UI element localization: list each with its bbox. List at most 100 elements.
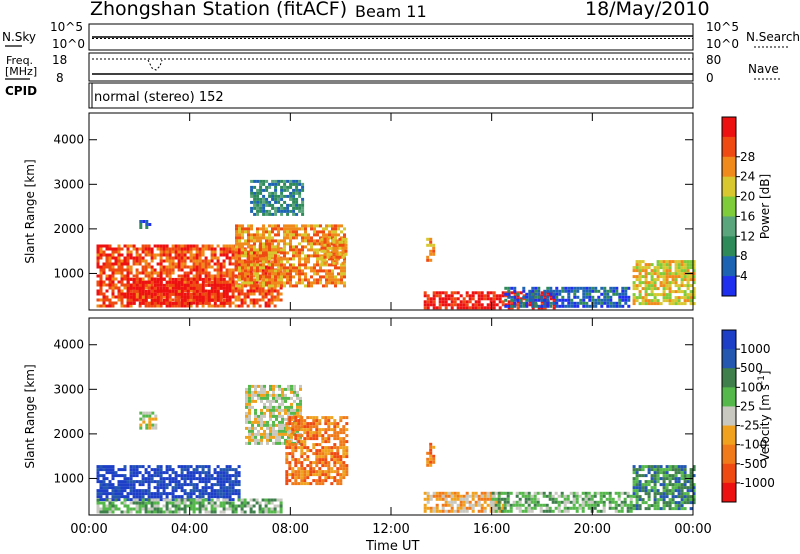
data-cell (265, 212, 269, 216)
data-cell (441, 503, 445, 507)
data-cell (665, 284, 669, 288)
data-cell (322, 269, 325, 273)
data-cell (318, 482, 322, 486)
data-cell (248, 432, 251, 436)
data-cell (275, 432, 278, 436)
data-cell (281, 387, 284, 391)
data-cell (129, 295, 133, 299)
data-cell (99, 268, 103, 272)
data-cell (326, 246, 330, 250)
data-cell (292, 263, 295, 267)
data-cell (141, 271, 145, 275)
data-cell (272, 384, 275, 388)
data-cell (310, 227, 313, 231)
data-cell (159, 280, 163, 284)
data-cell (537, 304, 541, 308)
data-cell (267, 507, 271, 511)
data-cell (248, 426, 251, 430)
data-cell (241, 275, 244, 279)
data-cell (249, 510, 253, 514)
data-cell (238, 284, 241, 288)
data-cell (123, 495, 127, 499)
data-cell (489, 291, 493, 295)
data-cell (207, 465, 211, 469)
data-cell (283, 188, 287, 192)
data-cell (96, 298, 100, 302)
data-cell (241, 242, 244, 246)
data-cell (219, 268, 223, 272)
data-cell (274, 248, 277, 252)
data-cell (216, 286, 220, 290)
data-cell (268, 257, 271, 261)
data-region (320, 237, 348, 265)
data-cell (641, 474, 645, 478)
data-cell (286, 242, 289, 246)
data-cell (272, 390, 275, 394)
data-cell (294, 476, 298, 480)
data-cell (289, 230, 292, 234)
data-cell (336, 470, 340, 474)
data-cell (608, 500, 612, 504)
data-cell (126, 289, 130, 293)
data-cell (671, 260, 675, 264)
data-cell (306, 416, 310, 420)
data-cell (674, 260, 678, 264)
data-cell (271, 278, 274, 282)
data-cell (555, 289, 559, 293)
data-cell (274, 188, 278, 192)
data-cell (247, 239, 250, 243)
data-cell (154, 417, 158, 421)
data-cell (141, 244, 145, 248)
data-cell (250, 266, 253, 270)
data-cell (192, 283, 196, 287)
data-cell (111, 486, 115, 490)
data-cell (689, 275, 693, 279)
data-cell (299, 405, 302, 409)
data-cell (671, 489, 675, 493)
data-cell (507, 295, 511, 299)
data-cell (207, 298, 211, 302)
data-cell (638, 281, 642, 285)
data-cell (674, 296, 678, 300)
data-cell (533, 491, 537, 495)
data-cell (245, 396, 248, 400)
data-cell (521, 503, 525, 507)
data-cell (144, 468, 148, 472)
data-cell (156, 301, 160, 305)
data-cell (105, 477, 109, 481)
data-cell (426, 303, 430, 307)
data-cell (334, 230, 337, 234)
data-cell (260, 441, 263, 445)
colorbar-segment (722, 349, 736, 369)
data-cell (117, 289, 121, 293)
data-cell (507, 304, 511, 308)
data-cell (153, 295, 157, 299)
data-cell (498, 294, 502, 298)
data-cell (474, 503, 478, 507)
data-cell (162, 259, 166, 263)
data-cell (183, 259, 187, 263)
data-cell (638, 302, 642, 306)
data-cell (297, 425, 301, 429)
data-cell (135, 298, 139, 302)
data-cell (483, 506, 487, 510)
data-cell (507, 289, 511, 293)
data-cell (635, 504, 639, 508)
data-cell (456, 297, 460, 301)
data-cell (138, 295, 142, 299)
data-cell (274, 200, 278, 204)
data-cell (195, 501, 199, 505)
data-cell (276, 292, 280, 296)
data-cell (608, 503, 612, 507)
data-cell (312, 473, 316, 477)
data-cell (144, 280, 148, 284)
data-cell (333, 431, 337, 435)
data-cell (298, 266, 301, 270)
data-cell (281, 435, 284, 439)
data-cell (162, 298, 166, 302)
data-cell (656, 293, 660, 297)
data-cell (555, 295, 559, 299)
data-cell (621, 304, 625, 308)
data-cell (258, 259, 262, 263)
data-cell (183, 265, 187, 269)
